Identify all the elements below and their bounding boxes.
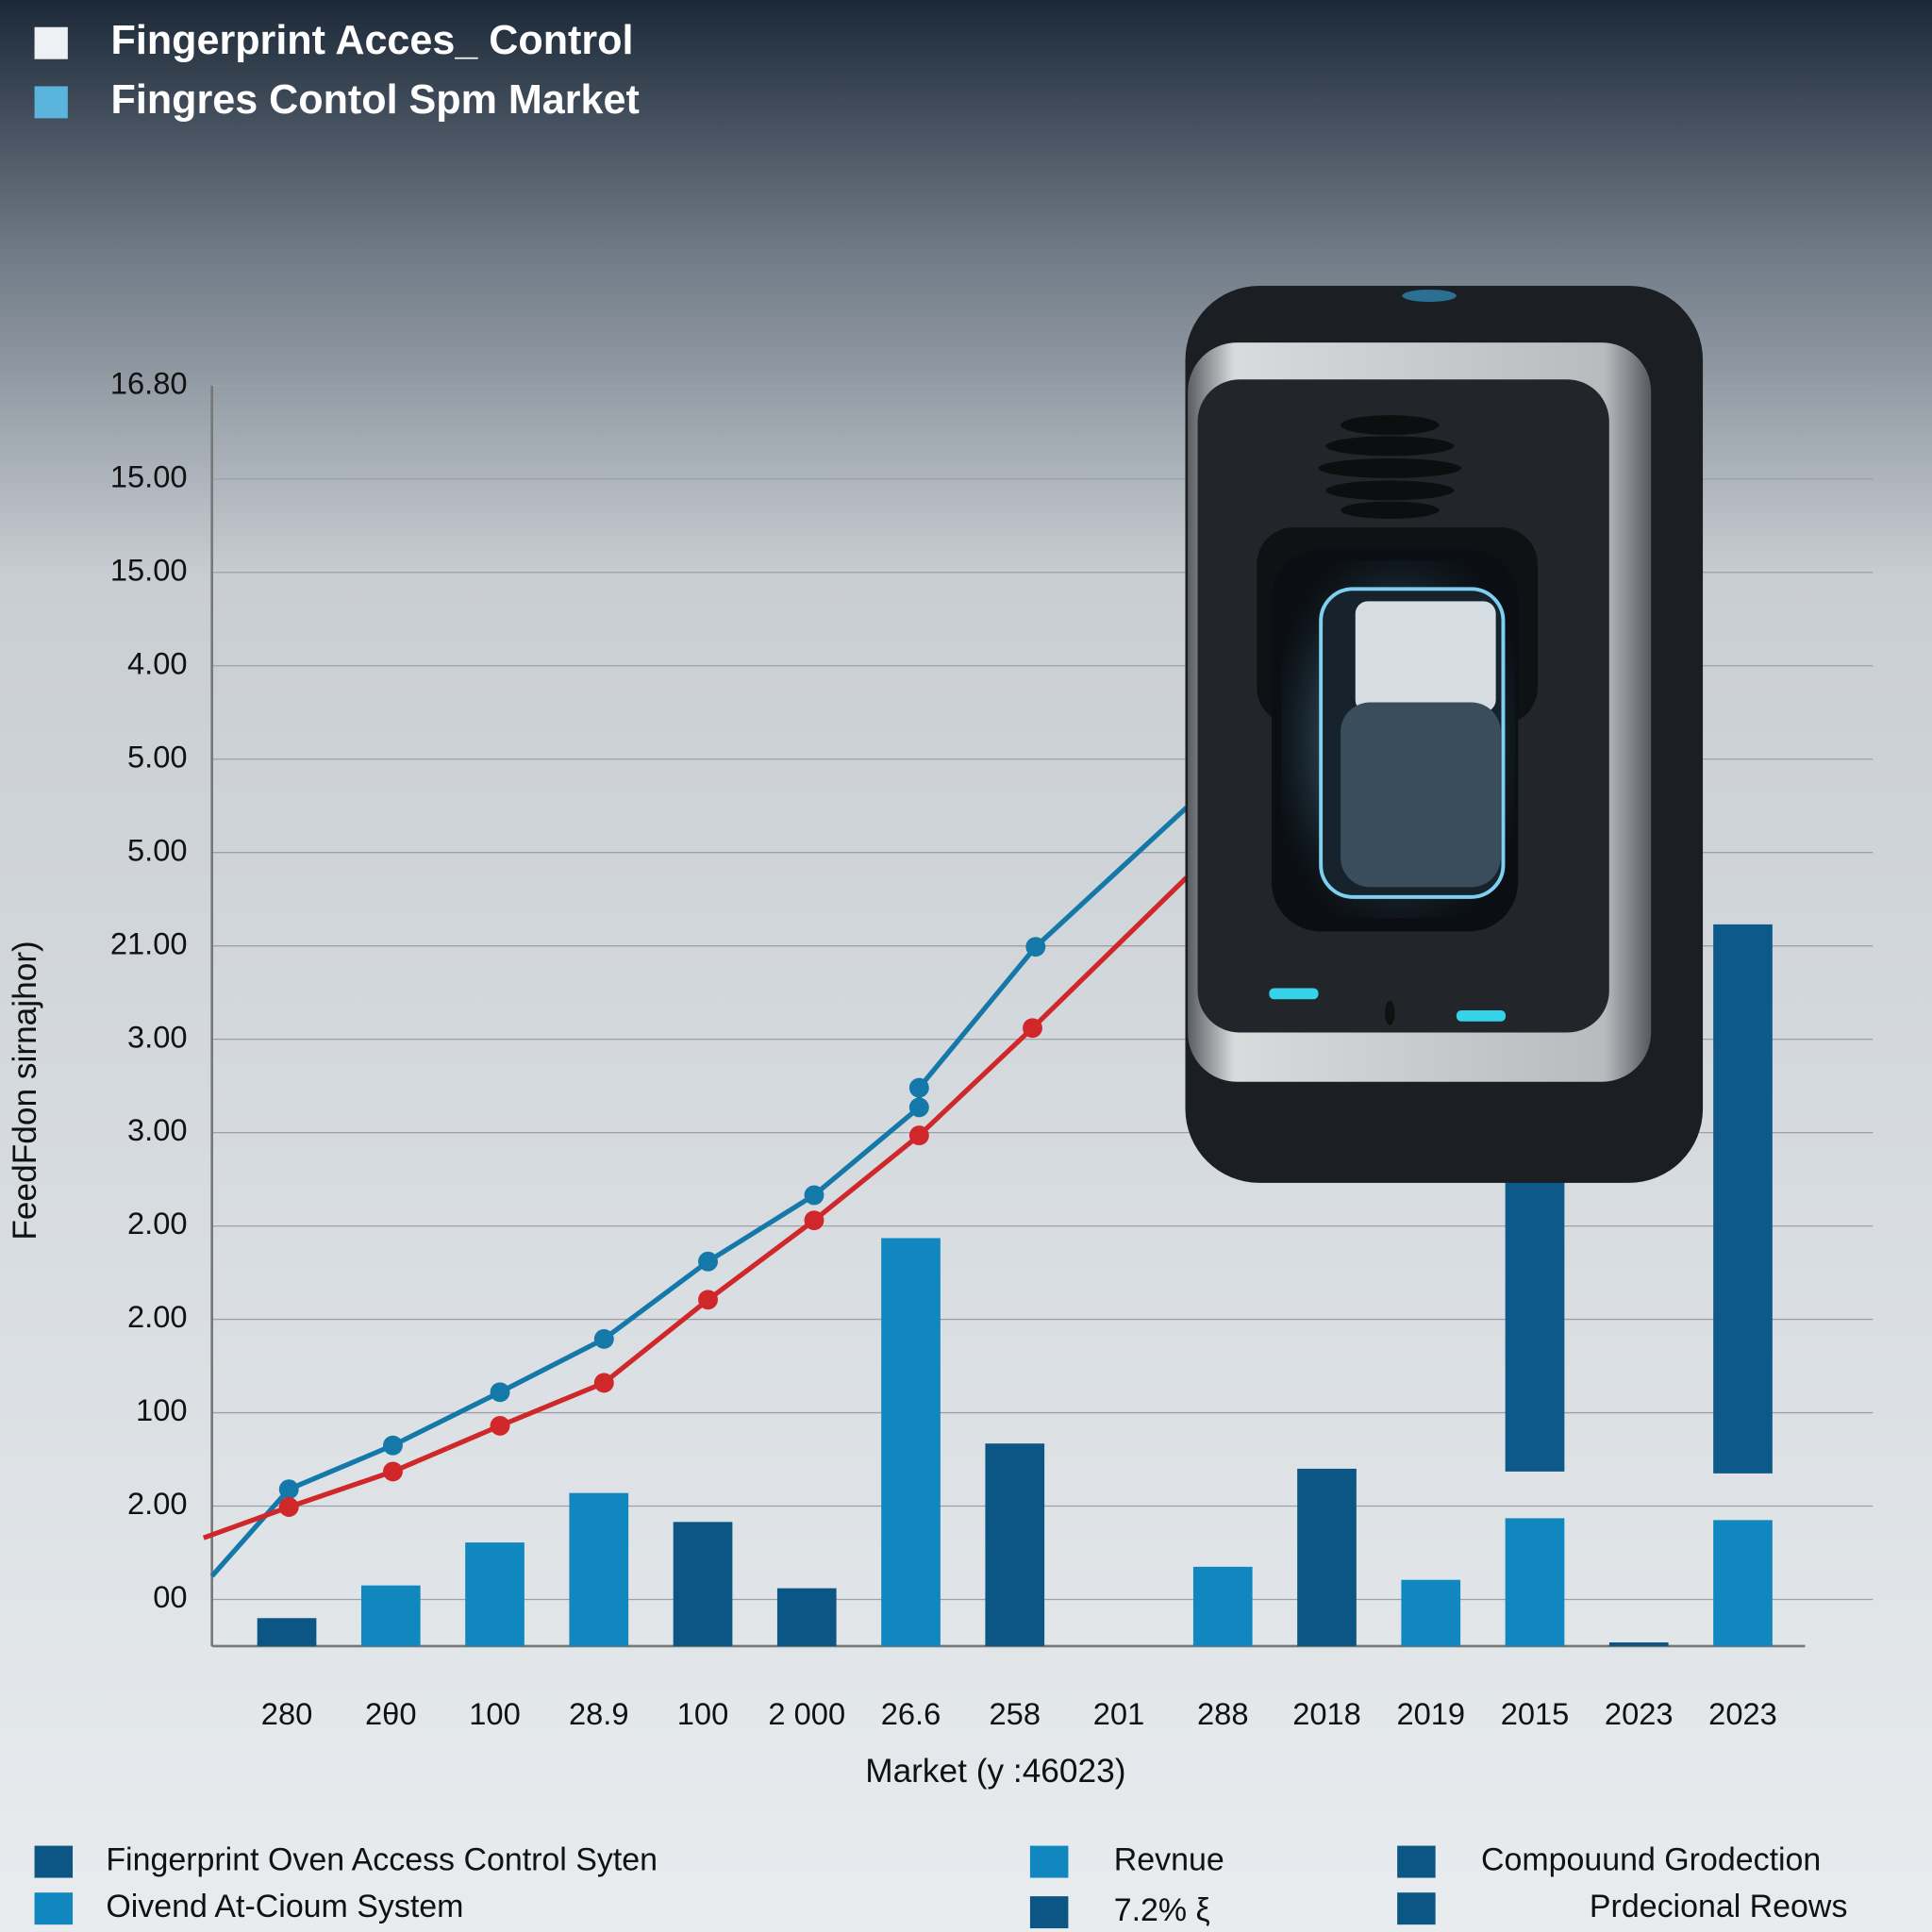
y-tick-label: 00 (153, 1579, 187, 1614)
line-marker (698, 1251, 718, 1272)
bar (776, 1588, 837, 1646)
legend-label: Prdecional Reows (1590, 1889, 1848, 1924)
line-marker (908, 1097, 929, 1118)
line-marker (1025, 937, 1046, 958)
bar (360, 1585, 421, 1646)
legend-swatch (34, 1845, 74, 1878)
legend-swatch (34, 1892, 74, 1925)
y-tick-label: 15.00 (110, 552, 188, 587)
bar (1401, 1579, 1461, 1646)
line-marker (804, 1210, 824, 1231)
line-marker (698, 1290, 718, 1310)
legend-label: Fingerprint Oven Access Control Syten (106, 1842, 658, 1878)
legend-label: Compouund Grodection (1481, 1842, 1821, 1878)
line-marker (804, 1185, 824, 1206)
y-tick-label: 5.00 (127, 832, 188, 867)
x-tick-label: 2 000 (768, 1696, 845, 1731)
bar (1713, 1520, 1773, 1646)
bar (465, 1542, 525, 1646)
x-tick-label: 100 (469, 1696, 520, 1731)
x-tick-label: 2018 (1292, 1696, 1361, 1731)
x-tick-label: 28.9 (569, 1696, 629, 1731)
legend-label: 7.2% ξ (1114, 1892, 1210, 1928)
line-marker (383, 1435, 403, 1456)
plot-area: Fingerprint Acces_ Control Fingres Contol… (7, 18, 1874, 1929)
bar (1713, 924, 1773, 1474)
x-tick-label: 2015 (1501, 1696, 1570, 1731)
bar (1505, 1177, 1565, 1472)
line-marker (490, 1415, 510, 1436)
bar (1297, 1468, 1357, 1646)
line-marker (1023, 1018, 1042, 1039)
x-tick-label: 2019 (1396, 1696, 1465, 1731)
x-axis-label: Market (y :46023) (865, 1753, 1125, 1790)
x-tick-label: 288 (1197, 1696, 1248, 1731)
bar (1192, 1566, 1253, 1646)
legend-swatch (1397, 1892, 1436, 1925)
y-tick-label: 2.00 (127, 1486, 188, 1521)
line-marker (278, 1479, 299, 1500)
x-tick-label: 258 (990, 1696, 1041, 1731)
bar (1505, 1518, 1565, 1646)
y-tick-label: 4.00 (127, 645, 188, 680)
x-tick-label: 2023 (1708, 1696, 1777, 1731)
line-marker (908, 1125, 929, 1146)
legend-label: Revnue (1114, 1842, 1224, 1878)
bar (569, 1492, 629, 1646)
bar (881, 1238, 941, 1646)
line (202, 875, 1189, 1541)
legend-label: Fingres Contol Spm Market (111, 77, 640, 123)
y-tick-label: 3.00 (127, 1019, 188, 1054)
y-tick-label: 5.00 (127, 739, 188, 774)
y-tick-label: 2.00 (127, 1299, 188, 1334)
bar (257, 1618, 317, 1646)
line-marker (908, 1077, 929, 1098)
x-tick-label: 2θ0 (365, 1696, 416, 1731)
y-axis-label: FeedFdon sirnajhor) (7, 941, 43, 1240)
line-marker (593, 1328, 614, 1349)
line-marker (278, 1497, 299, 1517)
x-tick-label: 100 (677, 1696, 728, 1731)
legend-swatch (34, 86, 68, 119)
y-tick-label: 100 (136, 1392, 187, 1427)
y-tick-label: 3.00 (127, 1112, 188, 1147)
legend-swatch (1029, 1845, 1069, 1878)
legend-swatch (1029, 1896, 1069, 1929)
bar (673, 1522, 733, 1646)
line-marker (383, 1461, 403, 1482)
x-tick-label: 201 (1093, 1696, 1144, 1731)
y-tick-label: 15.00 (110, 458, 188, 493)
bar (1608, 1642, 1669, 1646)
x-tick-label: 2023 (1605, 1696, 1674, 1731)
y-tick-label: 16.80 (110, 365, 188, 400)
legend-swatch (1397, 1845, 1436, 1878)
device-illustration (1185, 286, 1704, 1183)
x-tick-label: 26.6 (881, 1696, 941, 1731)
legend-swatch (34, 26, 68, 59)
line-marker (593, 1373, 614, 1393)
line-marker (490, 1382, 510, 1403)
y-tick-label: 2.00 (127, 1206, 188, 1241)
y-tick-label: 21.00 (110, 925, 188, 960)
bar (985, 1443, 1045, 1646)
legend-label: Fingerprint Acces_ Control (111, 18, 634, 63)
legend-label: Oivend At-Cioum System (106, 1889, 463, 1924)
x-tick-label: 280 (261, 1696, 312, 1731)
